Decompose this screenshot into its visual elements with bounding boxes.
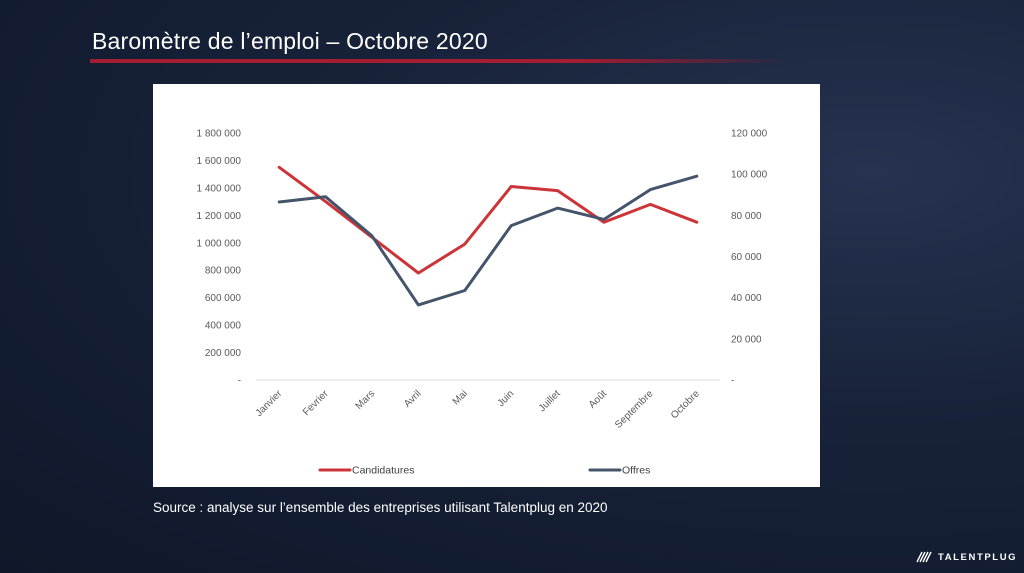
y-right-tick-label: 120 000	[731, 129, 768, 140]
source-note: Source : analyse sur l’ensemble des entr…	[153, 500, 608, 515]
logo-wordmark: TALENTPLUG	[938, 551, 1018, 563]
y-left-tick-label: 200 000	[205, 348, 242, 359]
x-tick-label: Mai	[451, 388, 470, 407]
talentplug-logo-icon	[916, 551, 932, 563]
y-left-tick-label: 800 000	[205, 266, 242, 277]
y-left-tick-label: 1 400 000	[197, 183, 242, 194]
y-right-tick-label: -	[731, 376, 734, 387]
x-tick-label: Août	[587, 388, 609, 410]
x-tick-label: Octobre	[669, 388, 702, 421]
y-right-tick-label: 60 000	[731, 252, 762, 263]
x-tick-label: Janvier	[254, 388, 285, 419]
chart-panel: - 200 000 400 000 600 000 800 000 1 000 000 1 …	[153, 84, 820, 487]
talentplug-logo: TALENTPLUG	[916, 549, 1017, 565]
title-underline	[90, 59, 790, 63]
y-left-tick-label: 400 000	[205, 321, 242, 332]
y-left-tick-label: 1 200 000	[197, 211, 242, 222]
x-tick-label: Fevrier	[301, 388, 331, 418]
y-left-tick-label: -	[238, 376, 241, 387]
x-tick-label: Septembre	[613, 388, 656, 431]
slide-title: Baromètre de l’emploi – Octobre 2020	[92, 28, 488, 54]
y-right-tick-label: 100 000	[731, 170, 768, 181]
y-right-tick-label: 80 000	[731, 211, 762, 222]
y-left-tick-label: 1 600 000	[197, 156, 242, 167]
line-chart: - 200 000 400 000 600 000 800 000 1 000 000 1 …	[197, 129, 768, 477]
y-left-tick-label: 1 000 000	[197, 238, 242, 249]
x-tick-label: Juin	[496, 388, 517, 409]
y-left-tick-label: 600 000	[205, 293, 242, 304]
series-line-offres	[277, 174, 699, 307]
y-right-tick-label: 40 000	[731, 293, 762, 304]
x-tick-label: Juillet	[537, 388, 563, 414]
series-line-candidatures	[277, 165, 699, 275]
y-right-tick-label: 20 000	[731, 334, 762, 345]
legend-label-offres: Offres	[622, 465, 650, 477]
x-tick-label: Mars	[354, 388, 378, 412]
legend-label-candidatures: Candidatures	[352, 465, 414, 477]
y-left-tick-label: 1 800 000	[197, 129, 242, 140]
x-tick-label: Avril	[402, 388, 423, 409]
